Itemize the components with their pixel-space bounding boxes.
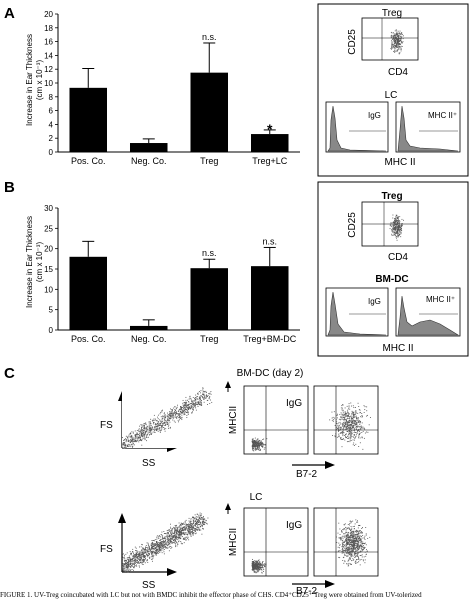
category-label: Treg (200, 156, 218, 166)
treg-y-label-a: CD25 (347, 29, 358, 55)
bar (250, 134, 289, 152)
y-tick-label: 30 (44, 204, 53, 213)
mhc-label-2: MHCII (228, 528, 239, 556)
significance-label: * (267, 121, 273, 137)
bar (190, 268, 229, 330)
bar (69, 256, 108, 330)
category-label: Neg. Co. (131, 156, 167, 166)
treg-title-b: Treg (381, 191, 402, 202)
histogram-igg-b-curve (327, 291, 387, 336)
hist-label-igg-a: IgG (368, 111, 381, 120)
y-tick-label: 4 (49, 120, 54, 129)
row1-title: BM-DC (day 2) (237, 368, 304, 379)
bar (190, 72, 229, 152)
y-tick-label: 8 (49, 93, 54, 102)
significance-label: n.s. (202, 32, 217, 42)
ss-label-1: SS (142, 458, 156, 469)
y-axis-title-b: Increase in Ear Thickness (25, 216, 34, 308)
y-tick-label: 14 (44, 51, 53, 60)
y-tick-label: 6 (49, 107, 54, 116)
igg-dots-1 (251, 437, 268, 452)
ss-label-2: SS (142, 580, 156, 591)
treg-dotplot-a (361, 17, 419, 61)
panel-letter-c: C (4, 365, 15, 382)
y-tick-label: 18 (44, 24, 53, 33)
hist-label-igg-b: IgG (368, 297, 381, 306)
fs-label-1: FS (100, 420, 113, 431)
category-label: Treg+BM-DC (243, 334, 296, 344)
treg-y-label-b: CD25 (347, 212, 358, 238)
significance-label: n.s. (262, 236, 277, 246)
stain-dots-2 (336, 519, 371, 567)
lc-title-a: LC (385, 90, 398, 101)
y-tick-label: 16 (44, 38, 53, 47)
histogram-igg-a-curve (327, 105, 387, 152)
flow-box-a: Treg CD25 CD4 LC IgG MHC II⁺ MHC II (317, 3, 469, 177)
treg-dots-b (389, 214, 404, 241)
y-tick-label: 10 (44, 79, 53, 88)
mhc-label-1: MHCII (228, 406, 239, 434)
y-tick-label: 2 (49, 134, 54, 143)
y-tick-label: 5 (49, 306, 54, 315)
bar (69, 87, 108, 152)
bar-chart-a: Increase in Ear Thickness (cm x 10⁻³) 0 2… (25, 10, 300, 166)
category-label: Pos. Co. (71, 334, 106, 344)
treg-x-label-b: CD4 (388, 252, 408, 263)
treg-title-a: Treg (382, 8, 402, 19)
y-tick-label: 25 (44, 224, 53, 233)
histogram-mhc-b-curve (397, 295, 460, 336)
igg-label-2: IgG (286, 520, 302, 531)
y-tick-label: 15 (44, 265, 53, 274)
y-tick-label: 12 (44, 65, 53, 74)
hist-x-label-b: MHC II (382, 343, 413, 354)
figure-caption: FIGURE 1. UV-Treg coincubated with LC bu… (0, 591, 422, 599)
flow-box-b: Treg CD25 CD4 BM-DC IgG MHC II⁺ MHC II (317, 181, 469, 357)
y-tick-label: 10 (44, 285, 53, 294)
significance-label: n.s. (202, 248, 217, 258)
category-label: Neg. Co. (131, 334, 167, 344)
panel-letter-b: B (4, 179, 15, 196)
y-axis-unit-b: (cm x 10⁻³) (35, 242, 44, 283)
fs-label-2: FS (100, 544, 113, 555)
igg-label-1: IgG (286, 398, 302, 409)
treg-dots-a (390, 29, 404, 55)
bmdc-title-b: BM-DC (375, 274, 408, 285)
y-tick-label: 20 (44, 245, 53, 254)
fs-ss-plot-1 (122, 382, 212, 448)
b72-label-1: B7-2 (296, 469, 318, 480)
bar (129, 325, 168, 330)
fs-ss-dots-1 (122, 387, 213, 449)
y-axis-title-a: Increase in Ear Thickness (25, 34, 34, 126)
panel-letter-a: A (4, 5, 15, 22)
histogram-mhc-a-curve (397, 105, 459, 152)
category-label: Pos. Co. (71, 156, 106, 166)
bar-chart-b: Increase in Ear Thickness (cm x 10⁻³) 0 5… (25, 204, 300, 344)
treg-x-label-a: CD4 (388, 67, 408, 78)
igg-dots-2 (251, 558, 267, 574)
hist-label-mhc-a: MHC II⁺ (428, 111, 457, 120)
category-label: Treg (200, 334, 218, 344)
row2-title: LC (250, 492, 263, 503)
mhc-b72-stain-plot-2 (313, 507, 379, 577)
flow-panel-c: BM-DC (day 2) FS SS MHCII IgG B7-2 LC FS (100, 368, 379, 597)
hist-label-mhc-b: MHC II⁺ (426, 295, 455, 304)
y-tick-label: 0 (49, 326, 54, 335)
y-tick-label: 0 (49, 148, 54, 157)
b72-label-2: B7-2 (296, 586, 318, 597)
y-axis-unit-a: (cm x 10⁻³) (35, 60, 44, 101)
category-label: Treg+LC (252, 156, 287, 166)
fs-ss-dots-2 (122, 512, 209, 573)
y-tick-label: 20 (44, 10, 53, 19)
bar (250, 266, 289, 330)
bar (129, 143, 168, 152)
hist-x-label-a: MHC II (384, 157, 415, 168)
stain-dots-1 (329, 402, 371, 450)
